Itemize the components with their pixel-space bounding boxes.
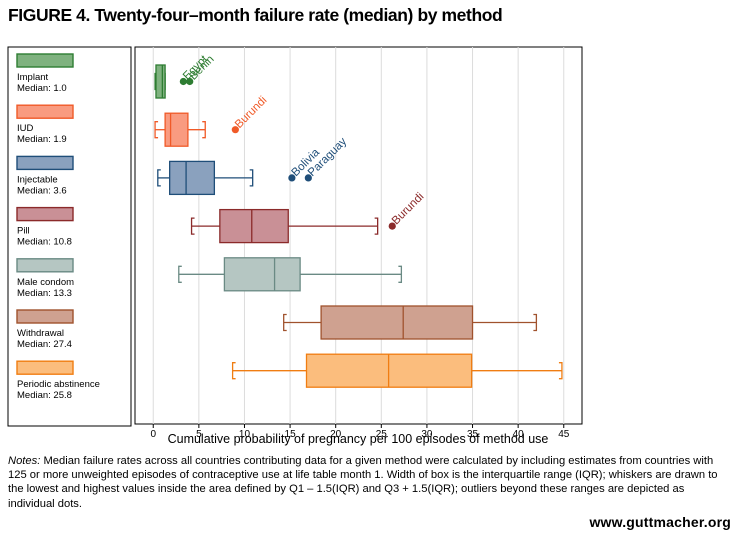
- chart-title: FIGURE 4. Twenty-four–month failure rate…: [8, 5, 503, 25]
- whisker-cap-low: [190, 217, 195, 235]
- legend-swatch: [16, 309, 74, 324]
- legend-label: Pill: [17, 226, 30, 237]
- box-periodic-abstinence: [231, 353, 563, 388]
- notes-label: Notes:: [8, 455, 41, 467]
- boxplot-chart: EgyptBeninBurundiBoliviaParaguayBurundi …: [7, 46, 583, 446]
- x-tick-label: 30: [421, 429, 433, 440]
- box-withdrawal: [283, 305, 538, 340]
- legend-median: Median: 3.6: [17, 185, 67, 196]
- outlier-dot: [231, 126, 239, 134]
- whisker-cap-low: [283, 313, 287, 332]
- legend-swatch: [16, 104, 74, 119]
- outlier-dot: [179, 77, 187, 86]
- legend-label: IUD: [17, 123, 34, 134]
- notes: Notes: Median failure rates across all c…: [8, 454, 732, 511]
- legend-label: Male condom: [17, 277, 74, 288]
- x-tick-label: 40: [513, 429, 525, 440]
- whisker-cap-high: [558, 362, 563, 380]
- whisker-cap-low: [231, 362, 236, 380]
- legend-swatch: [16, 258, 74, 273]
- iqr-box: [169, 160, 216, 196]
- x-axis-label: Cumulative probability of pregnancy per …: [168, 432, 549, 446]
- whisker-cap-high: [533, 313, 538, 332]
- legend-label: Injectable: [17, 174, 58, 185]
- iqr-box: [155, 64, 166, 99]
- whisker-cap-low: [154, 121, 159, 139]
- x-tick-label: 35: [467, 429, 479, 440]
- whisker-cap-low: [178, 265, 182, 283]
- x-tick-label: 25: [376, 429, 388, 440]
- footer-url[interactable]: www.guttmacher.org: [589, 514, 731, 530]
- whisker-cap-high: [249, 169, 254, 187]
- legend-swatch: [16, 155, 74, 171]
- iqr-box: [164, 112, 189, 147]
- iqr-box: [320, 305, 474, 340]
- notes-text: Median failure rates across all countrie…: [8, 455, 718, 510]
- outlier-dot: [186, 77, 194, 86]
- legend-median: Median: 13.3: [17, 288, 72, 299]
- legend-median: Median: 25.8: [17, 390, 72, 401]
- legend-median: Median: 1.0: [17, 83, 67, 94]
- legend-label: Implant: [17, 72, 49, 83]
- legend-label: Withdrawal: [17, 328, 64, 339]
- outlier-dot: [288, 174, 296, 182]
- whisker-cap-low: [157, 169, 161, 187]
- whisker-cap-high: [202, 121, 206, 139]
- legend-swatch: [16, 360, 74, 375]
- legend-median: Median: 10.8: [17, 237, 72, 248]
- whisker-cap-high: [398, 265, 403, 283]
- x-tick-label: 45: [558, 429, 570, 440]
- outlier-dot: [304, 174, 312, 182]
- legend-label: Periodic abstinence: [17, 379, 100, 390]
- outlier-dot: [388, 222, 396, 230]
- x-tick-label: 0: [150, 429, 156, 440]
- legend-swatch: [16, 206, 74, 222]
- legend-median: Median: 1.9: [17, 134, 67, 145]
- x-axis: 0 5 10 15 20 25 30 35 40 45: [150, 424, 570, 440]
- x-tick-label: 20: [330, 429, 342, 440]
- x-tick-label: 10: [239, 429, 251, 440]
- x-tick-label: 15: [285, 429, 297, 440]
- x-tick-label: 5: [196, 429, 202, 440]
- iqr-box: [223, 257, 301, 292]
- box-male-condom: [178, 257, 403, 292]
- legend-median: Median: 27.4: [17, 339, 72, 350]
- legend-swatch: [16, 53, 74, 68]
- whisker-cap-high: [374, 217, 379, 235]
- iqr-box: [219, 208, 289, 244]
